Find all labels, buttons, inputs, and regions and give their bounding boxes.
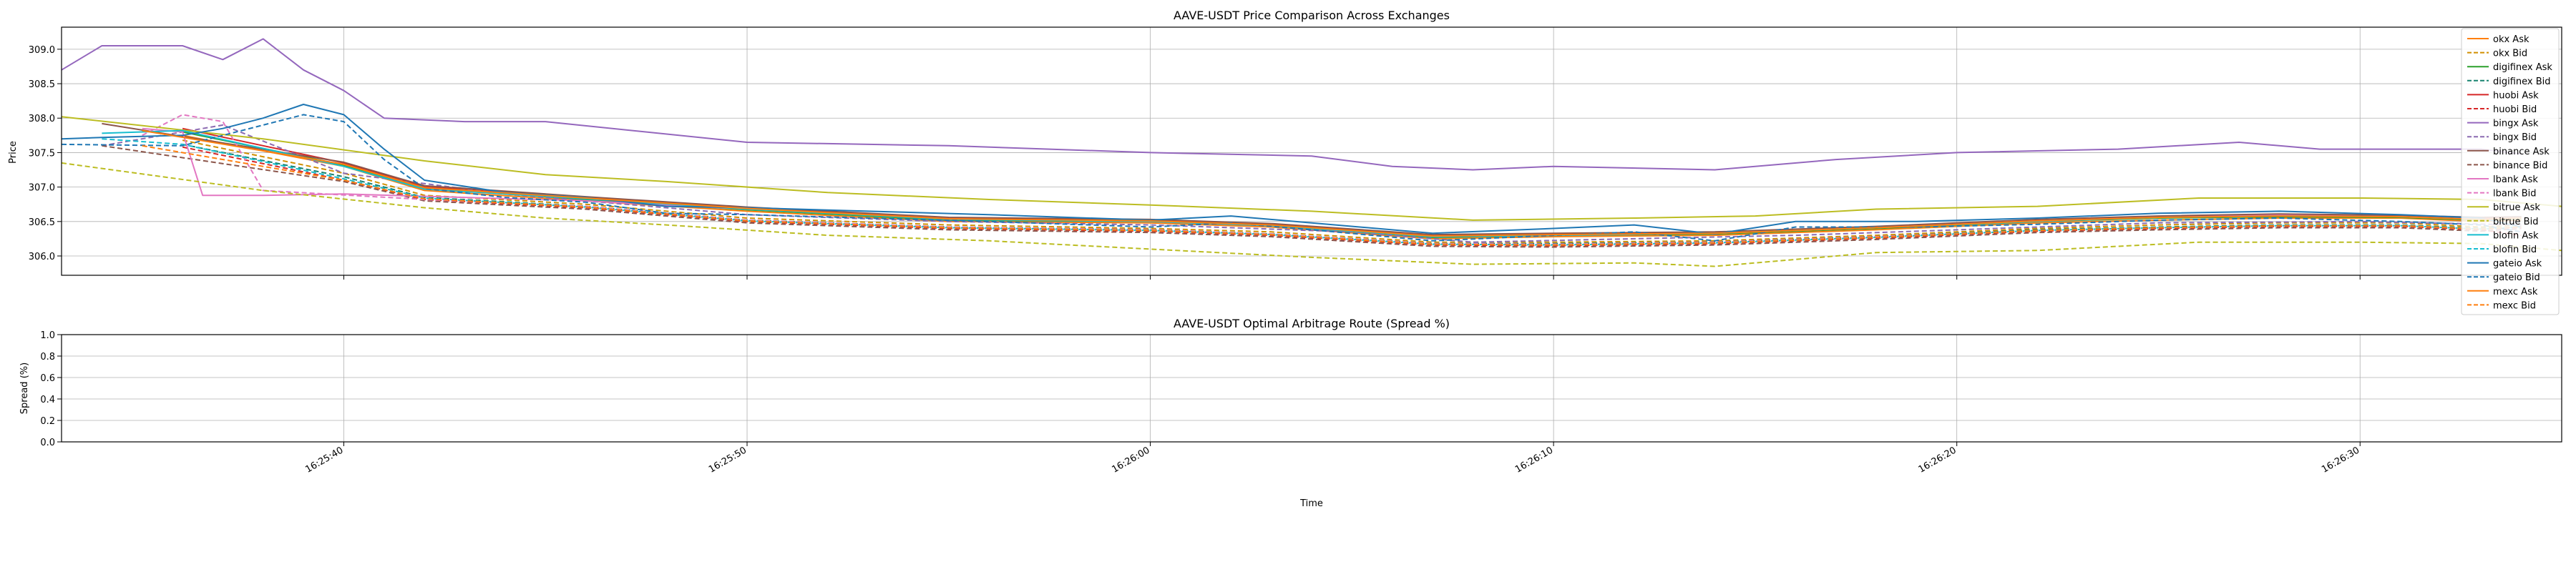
spread-ytick-label: 0.8 [40, 352, 55, 363]
legend-label: bingx Bid [2493, 132, 2537, 143]
spread-y-axis: 0.0 0.2 0.4 0.6 0.8 1.0 [40, 330, 62, 448]
price-ytick-label: 308.5 [29, 79, 55, 90]
spread-ytick-label: 0.6 [40, 373, 55, 384]
series-line-binance-ask [102, 122, 2522, 236]
price-series-group [61, 38, 2562, 267]
legend-label: gateio Bid [2493, 272, 2540, 283]
legend-label: digifinex Ask [2493, 62, 2552, 73]
series-line-mexc-bid [142, 144, 2522, 246]
legend-label: huobi Ask [2493, 90, 2539, 101]
spread-ytick-label: 0.0 [40, 438, 55, 448]
spread-ytick-label: 1.0 [40, 330, 55, 341]
price-chart: AAVE-USDT Price Comparison Across Exchan… [8, 9, 2562, 315]
price-ytick-label: 307.5 [29, 148, 55, 159]
legend-label: bitrue Bid [2493, 217, 2538, 227]
price-y-axis: 306.0 306.5 307.0 307.5 308.0 308.5 309.0 [29, 45, 62, 262]
price-chart-title: AAVE-USDT Price Comparison Across Exchan… [1174, 9, 1450, 22]
legend-label: huobi Bid [2493, 104, 2537, 115]
price-ytick-label: 306.5 [29, 217, 55, 228]
price-legend: okx Ask okx Bid digifinex Ask digifinex Bid… [2461, 28, 2560, 315]
price-ytick-label: 306.0 [29, 252, 55, 262]
series-line-bitrue-bid [61, 162, 2562, 267]
legend-label: blofin Ask [2493, 230, 2539, 241]
legend-box [2461, 28, 2560, 315]
series-line-mexc-ask [142, 129, 2522, 237]
series-line-binance-bid [102, 144, 2522, 248]
legend-label: digifinex Bid [2493, 77, 2551, 87]
price-x-axis [343, 275, 2361, 280]
spread-ytick-label: 0.2 [40, 416, 55, 427]
series-line-bitrue-ask [61, 116, 2562, 221]
legend-label: bitrue Ask [2493, 202, 2540, 213]
price-grid [62, 27, 2562, 275]
spread-chart-ylabel: Spread (%) [19, 363, 30, 414]
legend-label: binance Ask [2493, 147, 2550, 157]
legend-label: gateio Ask [2493, 259, 2542, 270]
price-plot-frame [61, 26, 2562, 276]
series-line-gateio-ask [61, 104, 2522, 235]
series-line-gateio-bid [61, 114, 2522, 242]
spread-ytick-label: 0.4 [40, 395, 55, 405]
legend-label: bingx Ask [2493, 119, 2539, 129]
legend-label: mexc Bid [2493, 300, 2536, 311]
legend-label: okx Bid [2493, 49, 2527, 59]
price-ytick-label: 308.0 [29, 114, 55, 124]
legend-label: mexc Ask [2493, 287, 2538, 297]
spread-chart-xlabel: Time [1299, 498, 1323, 509]
legend-label: blofin Bid [2493, 245, 2537, 255]
legend-label: lbank Bid [2493, 189, 2537, 199]
series-line-bingx-ask [61, 38, 2522, 171]
price-chart-ylabel: Price [8, 141, 19, 164]
legend-label: okx Ask [2493, 34, 2529, 45]
spread-plot-frame [61, 334, 2562, 443]
legend-label: lbank Ask [2493, 174, 2538, 185]
legend-label: binance Bid [2493, 160, 2547, 171]
price-ytick-label: 309.0 [29, 45, 55, 56]
spread-chart-title: AAVE-USDT Optimal Arbitrage Route (Sprea… [1174, 317, 1450, 330]
price-ytick-label: 307.0 [29, 183, 55, 194]
